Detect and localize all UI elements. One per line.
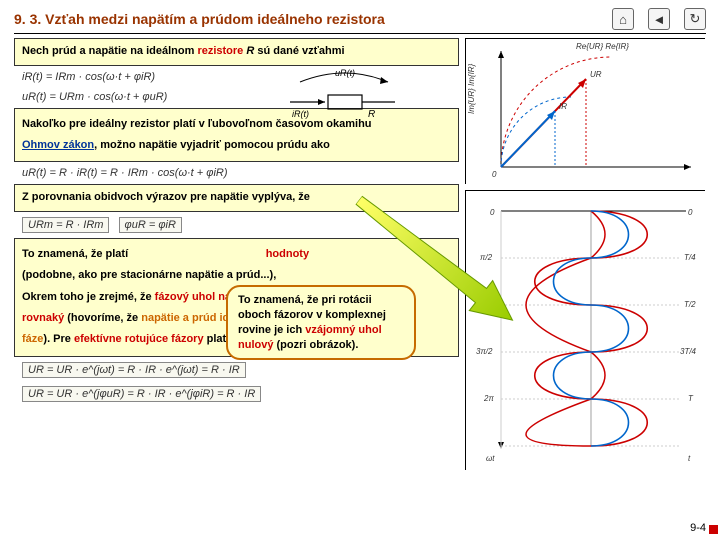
formula-phasor2: UR = UR · e^(jφuR) = R · IR · e^(jφiR) =… [14, 383, 459, 405]
IR-label: IR [559, 102, 567, 111]
circuit-i: iR(t) [292, 109, 309, 119]
t2-0: 0 [688, 208, 693, 217]
tick-1: π/2 [480, 253, 493, 262]
callout-l3a: rovine je ich [238, 324, 305, 336]
callout-l4a: nulový [238, 339, 273, 351]
time-xlabel: ωt [486, 454, 495, 463]
phasor-diagram: Re{UR} Re{IR} Im{UR} Im{IR} 0 UR IR [465, 38, 705, 184]
c-p1b: hodnoty [266, 248, 309, 260]
circuit-u: uR(t) [335, 68, 355, 78]
formula-phi: φuR = φiR [119, 217, 182, 233]
formula-phasor1: UR = UR · e^(jωt) = R · IR · e^(jωt) = R… [14, 359, 459, 381]
c-p5hl: efektívne rotujúce fázory [74, 333, 204, 345]
chart-column: Re{UR} Re{IR} Im{UR} Im{IR} 0 UR IR [465, 38, 705, 470]
callout-l2: oboch fázorov v komplexnej [238, 309, 386, 321]
callout-l1: To znamená, že pri rotácii [238, 294, 372, 306]
callout-l4b: (pozri obrázok). [273, 339, 358, 351]
c-p5b: ). Pre [43, 333, 74, 345]
intro-pre: Nech prúd a napätie na ideálnom [22, 45, 197, 57]
c-p4b: (hovoríme, že [64, 312, 141, 324]
home-icon[interactable]: ⌂ [612, 8, 634, 30]
c-p3a: Okrem toho je zrejmé, že [22, 291, 155, 303]
phasor-ylabel: Im{UR} Im{IR} [467, 63, 476, 114]
nav-buttons: ⌂ ◄ ↻ [612, 8, 706, 30]
prev-icon[interactable]: ◄ [648, 8, 670, 30]
intro-hl: rezistore [197, 45, 246, 57]
title-bar: 9. 3. Vzťah medzi napätím a prúdom ideál… [14, 8, 706, 34]
phasor-origin: 0 [492, 170, 497, 179]
c-p2: (podobne, ako pre stacionárne napätie a … [22, 269, 276, 281]
compare-text: Z porovnania obidvoch výrazov pre napäti… [22, 191, 310, 203]
tick-0: 0 [490, 208, 495, 217]
phasor-xlabel: Re{UR} Re{IR} [576, 42, 629, 51]
formula6-box: UR = UR · e^(jφuR) = R · IR · e^(jφiR) =… [22, 386, 261, 402]
circuit-R: R [368, 109, 375, 120]
c-p4a: rovnaký [22, 312, 64, 324]
page-title: 9. 3. Vzťah medzi napätím a prúdom ideál… [14, 11, 385, 27]
callout-l3b: vzájomný uhol [305, 324, 381, 336]
circuit-diagram: uR(t) iR(t) R [280, 62, 400, 122]
formula5-box: UR = UR · e^(jωt) = R · IR · e^(jωt) = R… [22, 362, 246, 378]
t2-3: 3T/4 [680, 347, 697, 356]
ohm-post: , možno napätie vyjadriť pomocou prúdu a… [94, 139, 330, 151]
c-p5a: fáze [22, 333, 43, 345]
intro-post: sú dané vzťahmi [254, 45, 344, 57]
tick-4: 2π [483, 394, 494, 403]
formula-ohm: uR(t) = R · iR(t) = R · IRm · cos(ω·t + … [14, 164, 459, 182]
formula-URm: URm = R · IRm [22, 217, 109, 233]
UR-label: UR [590, 70, 602, 79]
c-p1a: To znamená, že platí [22, 248, 131, 260]
corner-marker-icon [709, 525, 718, 534]
t2-1: T/4 [684, 253, 696, 262]
tick-3: 3π/2 [476, 347, 493, 356]
t2-2: T/2 [684, 300, 696, 309]
callout-bubble: To znamená, že pri rotácii oboch fázorov… [226, 285, 416, 360]
next-icon[interactable]: ↻ [684, 8, 706, 30]
page-number: 9-4 [690, 522, 706, 534]
ohm-link[interactable]: Ohmov zákon [22, 139, 94, 151]
